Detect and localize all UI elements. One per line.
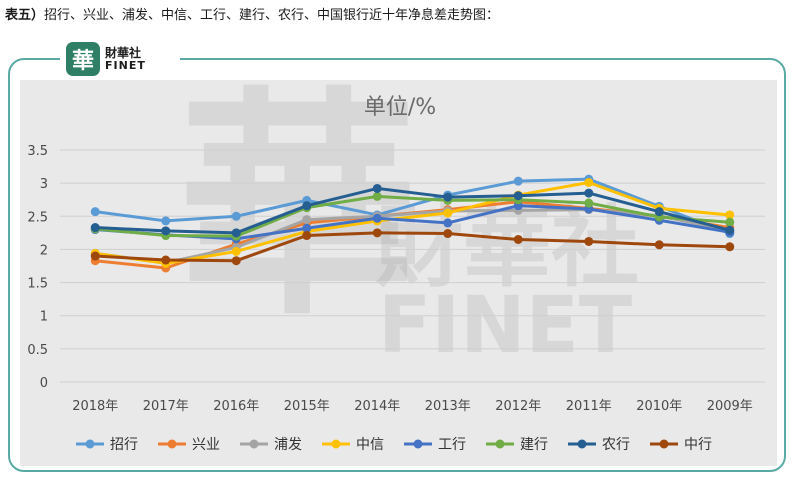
legend-label: 浦发 xyxy=(274,437,302,453)
series-line xyxy=(95,208,731,265)
data-point xyxy=(513,191,523,201)
data-point xyxy=(725,225,735,235)
legend-swatch-marker xyxy=(577,439,587,449)
legend-swatch-marker xyxy=(167,439,177,449)
series-8 xyxy=(90,228,735,266)
watermark: 華 財華社 FINET xyxy=(178,67,639,371)
legend-item: 中行 xyxy=(650,437,712,453)
data-point xyxy=(161,226,171,236)
finet-logo: 華 財華社 FINET xyxy=(60,40,180,78)
data-point xyxy=(161,255,171,265)
data-point xyxy=(584,236,594,246)
legend-swatch-marker xyxy=(659,439,669,449)
logo-mark-icon: 華 xyxy=(66,42,100,76)
y-tick-label: 0.5 xyxy=(27,343,48,358)
data-point xyxy=(725,242,735,252)
legend-item: 浦发 xyxy=(240,437,302,453)
series-line xyxy=(95,194,730,238)
data-point xyxy=(231,246,241,256)
data-point xyxy=(443,218,453,228)
legend-label: 兴业 xyxy=(192,437,220,453)
watermark-en: FINET xyxy=(378,281,632,371)
data-point xyxy=(90,223,100,233)
data-point xyxy=(90,207,100,217)
chart-caption: 表五）招行、兴业、浦发、中信、工行、建行、农行、中国银行近十年净息差走势图： xyxy=(5,4,499,23)
data-point xyxy=(302,215,312,225)
legend-item: 招行 xyxy=(76,437,138,453)
legend-label: 中信 xyxy=(356,437,384,453)
data-point xyxy=(654,207,664,217)
legend-label: 农行 xyxy=(602,437,630,453)
chart-title: 单位/% xyxy=(364,95,436,120)
x-tick-label: 2011年 xyxy=(566,399,612,414)
data-point xyxy=(725,210,735,220)
data-point xyxy=(231,256,241,266)
legend-item: 工行 xyxy=(404,437,466,453)
logo-name-cn: 財華社 xyxy=(105,45,142,60)
watermark-mark: 華 xyxy=(178,67,418,347)
legend-swatch-marker xyxy=(331,439,341,449)
y-tick-label: 1.5 xyxy=(27,277,48,292)
series-line xyxy=(95,186,731,235)
data-point xyxy=(584,198,594,208)
data-point xyxy=(90,251,100,261)
data-point xyxy=(584,188,594,198)
legend-label: 中行 xyxy=(684,437,712,453)
data-point xyxy=(584,177,594,187)
y-tick-label: 1 xyxy=(40,310,48,325)
y-tick-label: 2.5 xyxy=(27,210,48,225)
x-tick-label: 2009年 xyxy=(707,399,753,414)
data-point xyxy=(161,216,171,226)
data-point xyxy=(513,234,523,244)
x-tick-label: 2012年 xyxy=(495,399,541,414)
x-tick-label: 2018年 xyxy=(72,399,118,414)
y-tick-label: 3 xyxy=(40,177,48,192)
logo-text: 財華社 FINET xyxy=(105,47,146,71)
legend-item: 农行 xyxy=(568,437,630,453)
data-point xyxy=(302,201,312,211)
data-point xyxy=(725,217,735,227)
legend-swatch-marker xyxy=(413,439,423,449)
x-tick-label: 2014年 xyxy=(354,399,400,414)
legend-item: 建行 xyxy=(486,437,548,453)
y-tick-label: 0 xyxy=(40,376,48,391)
series-line xyxy=(95,177,731,235)
caption-text: 招行、兴业、浦发、中信、工行、建行、农行、中国银行近十年净息差走势图： xyxy=(44,8,500,23)
plot-background xyxy=(20,80,777,466)
series-line xyxy=(95,231,730,263)
x-tick-label: 2016年 xyxy=(213,399,259,414)
y-tick-label: 3.5 xyxy=(27,144,48,159)
x-tick-label: 2010年 xyxy=(636,399,682,414)
legend-swatch-marker xyxy=(495,439,505,449)
data-point xyxy=(372,213,382,223)
series-7 xyxy=(90,183,735,238)
data-point xyxy=(302,231,312,241)
data-point xyxy=(654,240,664,250)
series-line xyxy=(95,180,730,265)
y-tick-label: 2 xyxy=(40,243,48,258)
data-point xyxy=(302,223,312,233)
data-point xyxy=(231,228,241,238)
legend-swatch-marker xyxy=(249,439,259,449)
data-point xyxy=(372,183,382,193)
logo-name-en: FINET xyxy=(105,58,146,72)
data-point xyxy=(443,192,453,202)
legend-swatch-marker xyxy=(85,439,95,449)
x-tick-label: 2015年 xyxy=(284,399,330,414)
data-point xyxy=(443,229,453,239)
legend-item: 中信 xyxy=(322,437,384,453)
legend-label: 工行 xyxy=(438,437,466,453)
data-point xyxy=(513,176,523,186)
legend-label: 建行 xyxy=(520,437,548,453)
legend-label: 招行 xyxy=(110,437,138,453)
x-tick-label: 2013年 xyxy=(425,399,471,414)
data-point xyxy=(372,228,382,238)
data-point xyxy=(443,208,453,218)
data-point xyxy=(231,211,241,221)
data-point xyxy=(372,191,382,201)
x-tick-label: 2017年 xyxy=(143,399,189,414)
caption-label: 表五） xyxy=(5,8,45,23)
legend-item: 兴业 xyxy=(158,437,220,453)
